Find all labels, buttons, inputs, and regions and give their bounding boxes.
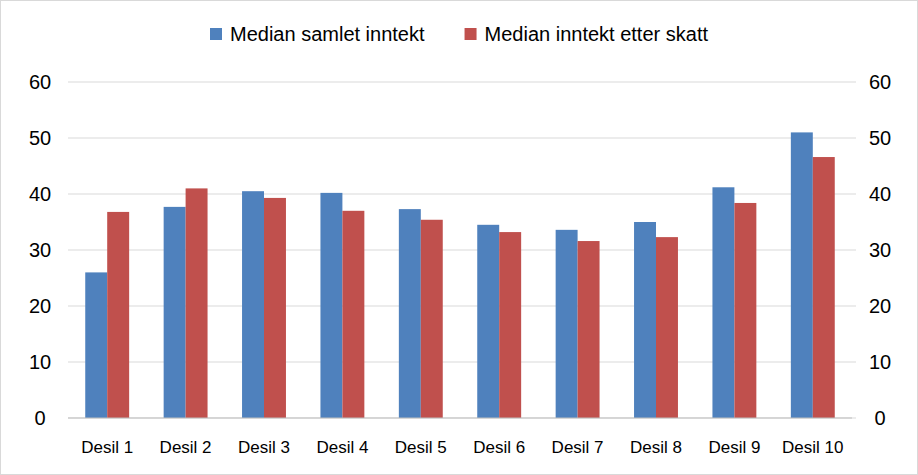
legend-swatch — [465, 28, 477, 40]
bar — [399, 209, 421, 418]
chart-root: 0 10 20 30 40 50 60 0 10 20 30 40 50 60 Desil 1 Desil 2… — [0, 0, 918, 475]
y2-tick-label: 60 — [869, 71, 891, 93]
y2-tick — [852, 306, 856, 307]
bar — [264, 198, 286, 418]
y2-tick — [852, 82, 856, 83]
x-tick-label: Desil 5 — [395, 438, 447, 457]
y2-tick — [852, 250, 856, 251]
x-tick-label: Desil 1 — [81, 438, 133, 457]
bar — [813, 157, 835, 418]
bar — [186, 188, 208, 418]
bar — [734, 203, 756, 418]
chart-svg: 0 10 20 30 40 50 60 0 10 20 30 40 50 60 Desil 1 Desil 2… — [0, 0, 918, 475]
bar — [578, 241, 600, 418]
grid-line — [68, 82, 852, 83]
y-tick-label: 50 — [29, 127, 51, 149]
bar — [656, 237, 678, 418]
grid-line — [68, 138, 852, 139]
y2-tick-label: 20 — [869, 295, 891, 317]
y2-tick-label: 50 — [869, 127, 891, 149]
bar — [242, 191, 264, 418]
y2-tick-label: 10 — [869, 351, 891, 373]
bar — [712, 187, 734, 418]
bar — [421, 220, 443, 418]
y-tick-label: 10 — [29, 351, 51, 373]
x-tick-label: Desil 6 — [473, 438, 525, 457]
y-tick-label: 20 — [29, 295, 51, 317]
bar — [85, 272, 107, 418]
legend-label: Median inntekt etter skatt — [485, 23, 709, 45]
bar — [320, 193, 342, 418]
bars — [85, 132, 835, 418]
x-axis — [68, 418, 852, 419]
bar — [634, 222, 656, 418]
y2-tick-label: 0 — [874, 407, 885, 429]
bar — [107, 212, 129, 418]
bar — [499, 232, 521, 418]
x-tick-label: Desil 10 — [782, 438, 843, 457]
legend: Median samlet inntekt Median inntekt ette… — [210, 23, 708, 45]
y2-tick — [852, 362, 856, 363]
x-tick-label: Desil 2 — [160, 438, 212, 457]
legend-swatch — [210, 28, 222, 40]
x-tick-label: Desil 7 — [552, 438, 604, 457]
y2-tick — [852, 194, 856, 195]
bar — [342, 211, 364, 418]
x-tick-label: Desil 9 — [708, 438, 760, 457]
grid-line — [68, 418, 852, 419]
bar — [556, 230, 578, 418]
x-tick-label: Desil 3 — [238, 438, 290, 457]
y2-tick-label: 40 — [869, 183, 891, 205]
x-tick-label: Desil 8 — [630, 438, 682, 457]
y-tick-label: 0 — [34, 407, 45, 429]
y2-tick — [852, 418, 856, 419]
y-tick-label: 40 — [29, 183, 51, 205]
chart-frame — [1, 1, 918, 475]
y2-tick — [852, 138, 856, 139]
bar — [791, 132, 813, 418]
bar — [477, 225, 499, 418]
y-tick-label: 60 — [29, 71, 51, 93]
bar — [164, 207, 186, 418]
legend-label: Median samlet inntekt — [230, 23, 425, 45]
y-tick-label: 30 — [29, 239, 51, 261]
y2-tick-label: 30 — [869, 239, 891, 261]
x-tick-label: Desil 4 — [316, 438, 368, 457]
